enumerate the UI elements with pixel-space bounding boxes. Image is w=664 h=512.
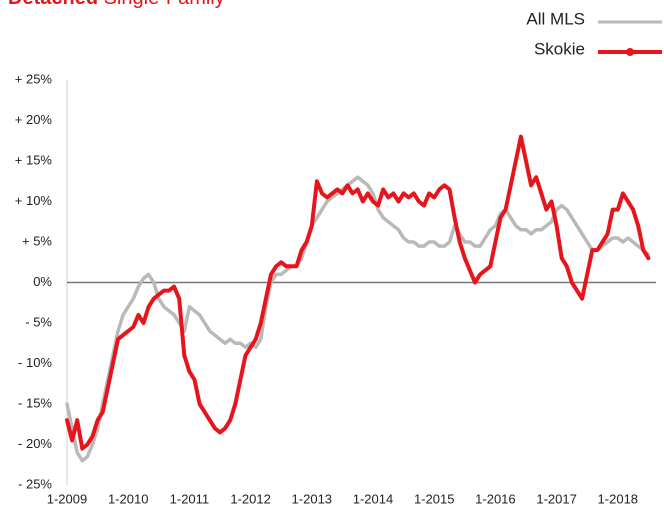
x-tick-label: 1-2015 [414,491,454,506]
y-tick-label: + 5% [22,233,52,248]
x-tick-label: 1-2016 [475,491,515,506]
y-tick-label: 0% [33,274,52,289]
legend-label: All MLS [526,9,585,28]
legend-label: Skokie [534,39,585,58]
y-tick-label: + 10% [15,193,53,208]
x-tick-label: 1-2013 [292,491,332,506]
x-tick-label: 1-2009 [47,491,87,506]
y-tick-label: - 10% [18,355,52,370]
x-tick-label: 1-2010 [108,491,148,506]
x-tick-label: 1-2014 [353,491,393,506]
series-line [65,134,651,451]
y-tick-label: - 15% [18,395,52,410]
x-tick-label: 1-2012 [230,491,270,506]
series-line [65,175,651,463]
x-tick-label: 1-2018 [598,491,638,506]
y-tick-label: - 20% [18,436,52,451]
x-tick-label: 1-2011 [170,491,210,506]
y-tick-label: + 15% [15,152,53,167]
title-text: Single-Family [104,0,225,9]
y-tick-label: + 20% [15,112,53,127]
title-prefix: Detached [8,0,98,9]
x-tick-label: 1-2017 [536,491,576,506]
chart-title: Detached Single-Family [8,0,225,9]
y-tick-label: + 25% [15,71,53,86]
y-tick-label: - 5% [25,314,52,329]
y-tick-label: - 25% [18,476,52,491]
legend-marker [626,48,634,56]
